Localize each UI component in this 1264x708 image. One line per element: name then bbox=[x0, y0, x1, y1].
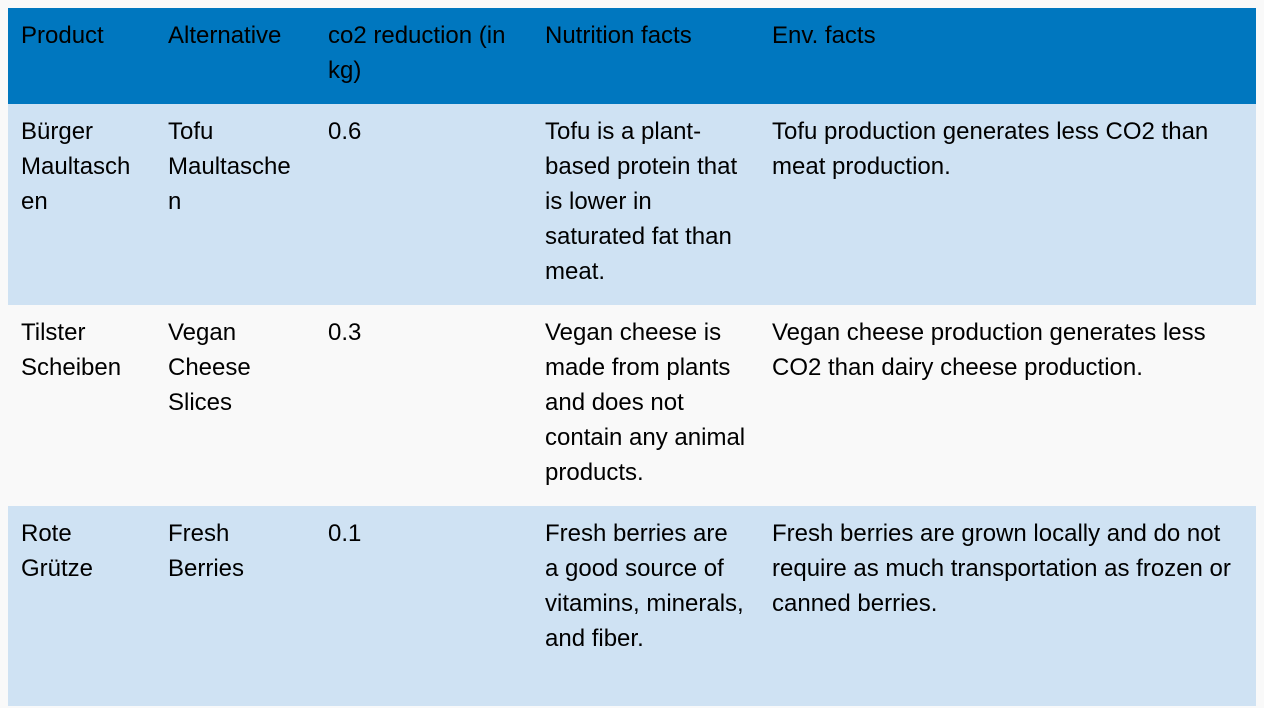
product-alternatives-table-container: Product Alternative co2 reduction (in kg… bbox=[8, 8, 1256, 706]
table-header: Product Alternative co2 reduction (in kg… bbox=[8, 8, 1256, 104]
cell-product: Rote Grütze bbox=[21, 520, 94, 582]
table-row: Rote Grütze Fresh Berries 0.1 Fresh berr… bbox=[8, 506, 1256, 706]
table-row: Bürger Maultaschen Tofu Maultaschen 0.6 … bbox=[8, 104, 1256, 305]
cell-nutrition-facts: Vegan cheese is made from plants and doe… bbox=[545, 319, 746, 486]
cell-nutrition-facts: Tofu is a plant-based protein that is lo… bbox=[545, 118, 738, 285]
product-alternatives-table: Product Alternative co2 reduction (in kg… bbox=[8, 8, 1256, 706]
cell-product: Tilster Scheiben bbox=[21, 319, 122, 381]
cell-env-facts: Vegan cheese production generates less C… bbox=[772, 319, 1206, 381]
table-row: Tilster Scheiben Vegan Cheese Slices 0.3… bbox=[8, 305, 1256, 506]
cell-env-facts: Tofu production generates less CO2 than … bbox=[772, 118, 1209, 180]
cell-env-facts: Fresh berries are grown locally and do n… bbox=[772, 520, 1231, 617]
header-alternative: Alternative bbox=[168, 22, 282, 49]
cell-co2-reduction: 0.3 bbox=[328, 319, 362, 346]
cell-nutrition-facts: Fresh berries are a good source of vitam… bbox=[545, 520, 744, 652]
table-body: Bürger Maultaschen Tofu Maultaschen 0.6 … bbox=[8, 104, 1256, 706]
header-co2-reduction: co2 reduction (in kg) bbox=[328, 22, 506, 84]
cell-alternative: Tofu Maultaschen bbox=[168, 118, 291, 215]
header-nutrition-facts: Nutrition facts bbox=[545, 22, 692, 49]
cell-co2-reduction: 0.6 bbox=[328, 118, 362, 145]
cell-product: Bürger Maultaschen bbox=[21, 118, 131, 215]
header-product: Product bbox=[21, 22, 104, 49]
cell-alternative: Vegan Cheese Slices bbox=[168, 319, 251, 416]
cell-alternative: Fresh Berries bbox=[168, 520, 245, 582]
cell-co2-reduction: 0.1 bbox=[328, 520, 362, 547]
header-env-facts: Env. facts bbox=[772, 22, 876, 49]
header-row: Product Alternative co2 reduction (in kg… bbox=[8, 8, 1256, 104]
